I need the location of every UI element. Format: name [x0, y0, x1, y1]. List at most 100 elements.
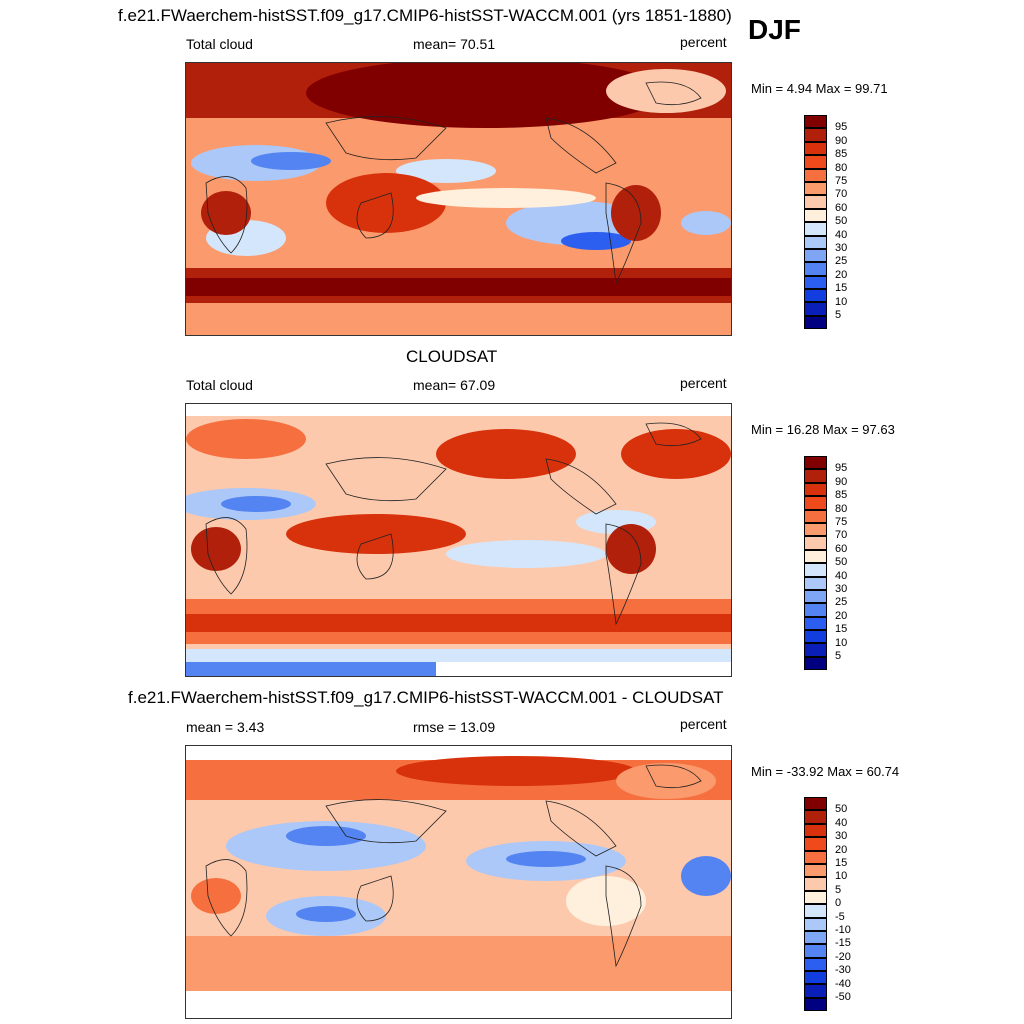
- colorbar-segment: [804, 155, 827, 169]
- colorbar-segment: [804, 496, 827, 510]
- colorbar-tick-label: 85: [835, 148, 848, 161]
- panel-diff-title: f.e21.FWaerchem-histSST.f09_g17.CMIP6-hi…: [128, 688, 724, 707]
- colorbar-segment: [804, 850, 827, 864]
- maritime-continent-max: [326, 173, 446, 233]
- north-pacific-bias: [396, 756, 636, 786]
- coastlines: [205, 764, 702, 968]
- colorbar-tick-label: 70: [835, 529, 848, 542]
- colorbar-tick-label: 95: [835, 462, 848, 475]
- colorbar-segment: [804, 222, 827, 236]
- colorbar-tick-label: -40: [835, 977, 851, 990]
- colorbar-segment: [804, 262, 827, 276]
- colorbar-segment: [804, 877, 827, 891]
- colorbar-segment: [804, 275, 827, 290]
- coastlines: [205, 422, 702, 626]
- coastlines: [205, 81, 702, 285]
- southern-positive-band: [186, 936, 731, 991]
- colorbar-tick-label: 30: [835, 583, 848, 595]
- colorbar-model: [804, 115, 827, 330]
- panel-model-units: percent: [680, 34, 727, 50]
- colorbar-segment: [804, 195, 827, 209]
- colorbar-segment: [804, 616, 827, 631]
- colorbar-segment: [804, 656, 827, 671]
- polar-no-data-south: [186, 991, 731, 1018]
- panel-obs-map: [185, 403, 732, 677]
- colorbar-segment: [804, 837, 827, 851]
- colorbar-segment: [804, 128, 827, 142]
- colorbar-tick-label: 30: [835, 830, 848, 843]
- colorbar-tick-label: 15: [835, 857, 848, 869]
- colorbar-tick-label: 75: [835, 516, 848, 528]
- colorbar-segment: [804, 482, 827, 497]
- panel-diff-units: percent: [680, 716, 727, 732]
- colorbar-segment: [804, 984, 827, 998]
- colorbar-segment: [804, 181, 827, 196]
- north-pacific-cloud: [436, 429, 576, 479]
- colorbar-segment: [804, 930, 827, 945]
- colorbar-segment: [804, 797, 827, 811]
- season-label: DJF: [748, 14, 801, 45]
- colorbar-segment: [804, 208, 827, 223]
- colorbar-segment: [804, 302, 827, 316]
- south-america-neutral: [566, 876, 646, 926]
- colorbar-tick-label: -5: [835, 910, 845, 923]
- arctic-low-patch: [606, 69, 726, 113]
- amazon-max: [611, 185, 661, 241]
- colorbar-tick-label: 70: [835, 188, 848, 201]
- colorbar-segment: [804, 536, 827, 550]
- polar-no-data-north: [186, 746, 731, 760]
- colorbar-tick-label: 40: [835, 228, 848, 241]
- colorbar-tick-label: 0: [835, 897, 842, 910]
- southern-ocean-max: [186, 278, 731, 296]
- colorbar-segment: [804, 823, 827, 838]
- panel-obs-mean: mean= 67.09: [413, 377, 496, 393]
- colorbar-segment: [804, 115, 827, 129]
- colorbar-tick-label: 20: [835, 609, 848, 622]
- colorbar-segment: [804, 141, 827, 156]
- colorbar-segment: [804, 549, 827, 564]
- colorbar-tick-label: 20: [835, 268, 848, 281]
- colorbar-tick-label: 80: [835, 502, 848, 515]
- colorbar-tick-label: 85: [835, 489, 848, 502]
- colorbar-segment: [804, 904, 827, 918]
- colorbar-segment: [804, 997, 827, 1012]
- africa-positive: [191, 878, 241, 914]
- colorbar-segment: [804, 289, 827, 303]
- se-pacific-core: [561, 232, 631, 250]
- colorbar-tick-label: 50: [835, 803, 848, 816]
- colorbar-obs: [804, 456, 827, 671]
- south-atlantic-clear: [681, 211, 731, 235]
- amazon-max: [606, 524, 656, 574]
- model-contour-field: [186, 63, 731, 335]
- colorbar-segment: [804, 576, 827, 590]
- panel-obs-minmax: Min = 16.28 Max = 97.63: [751, 422, 895, 437]
- colorbar-diff: [804, 797, 827, 1012]
- colorbar-segment: [804, 522, 827, 537]
- colorbar-segment: [804, 890, 827, 905]
- panel-model-title: f.e21.FWaerchem-histSST.f09_g17.CMIP6-hi…: [118, 6, 732, 25]
- colorbar-tick-label: -30: [835, 964, 851, 977]
- colorbar-segment: [804, 863, 827, 878]
- colorbar-segment: [804, 248, 827, 263]
- panel-model-variable: Total cloud: [186, 36, 253, 52]
- panel-obs-title: CLOUDSAT: [406, 347, 498, 366]
- atlantic-negative-core: [681, 856, 731, 896]
- indian-negative-core: [296, 906, 356, 922]
- colorbar-tick-label: 95: [835, 121, 848, 134]
- colorbar-segment: [804, 971, 827, 985]
- panel-obs-units: percent: [680, 375, 727, 391]
- colorbar-segment: [804, 469, 827, 483]
- colorbar-segment: [804, 456, 827, 470]
- colorbar-segment: [804, 917, 827, 931]
- itcz-light: [416, 188, 596, 208]
- colorbar-tick-label: 20: [835, 843, 848, 856]
- colorbar-tick-label: 60: [835, 201, 848, 214]
- sahara-core: [221, 496, 291, 512]
- panel-diff-map: [185, 745, 732, 1019]
- colorbar-tick-label: 50: [835, 556, 848, 569]
- colorbar-tick-label: 60: [835, 542, 848, 555]
- africa-max: [191, 527, 241, 571]
- colorbar-segment: [804, 168, 827, 182]
- colorbar-tick-label: 5: [835, 883, 842, 896]
- north-pacific-max: [306, 63, 666, 128]
